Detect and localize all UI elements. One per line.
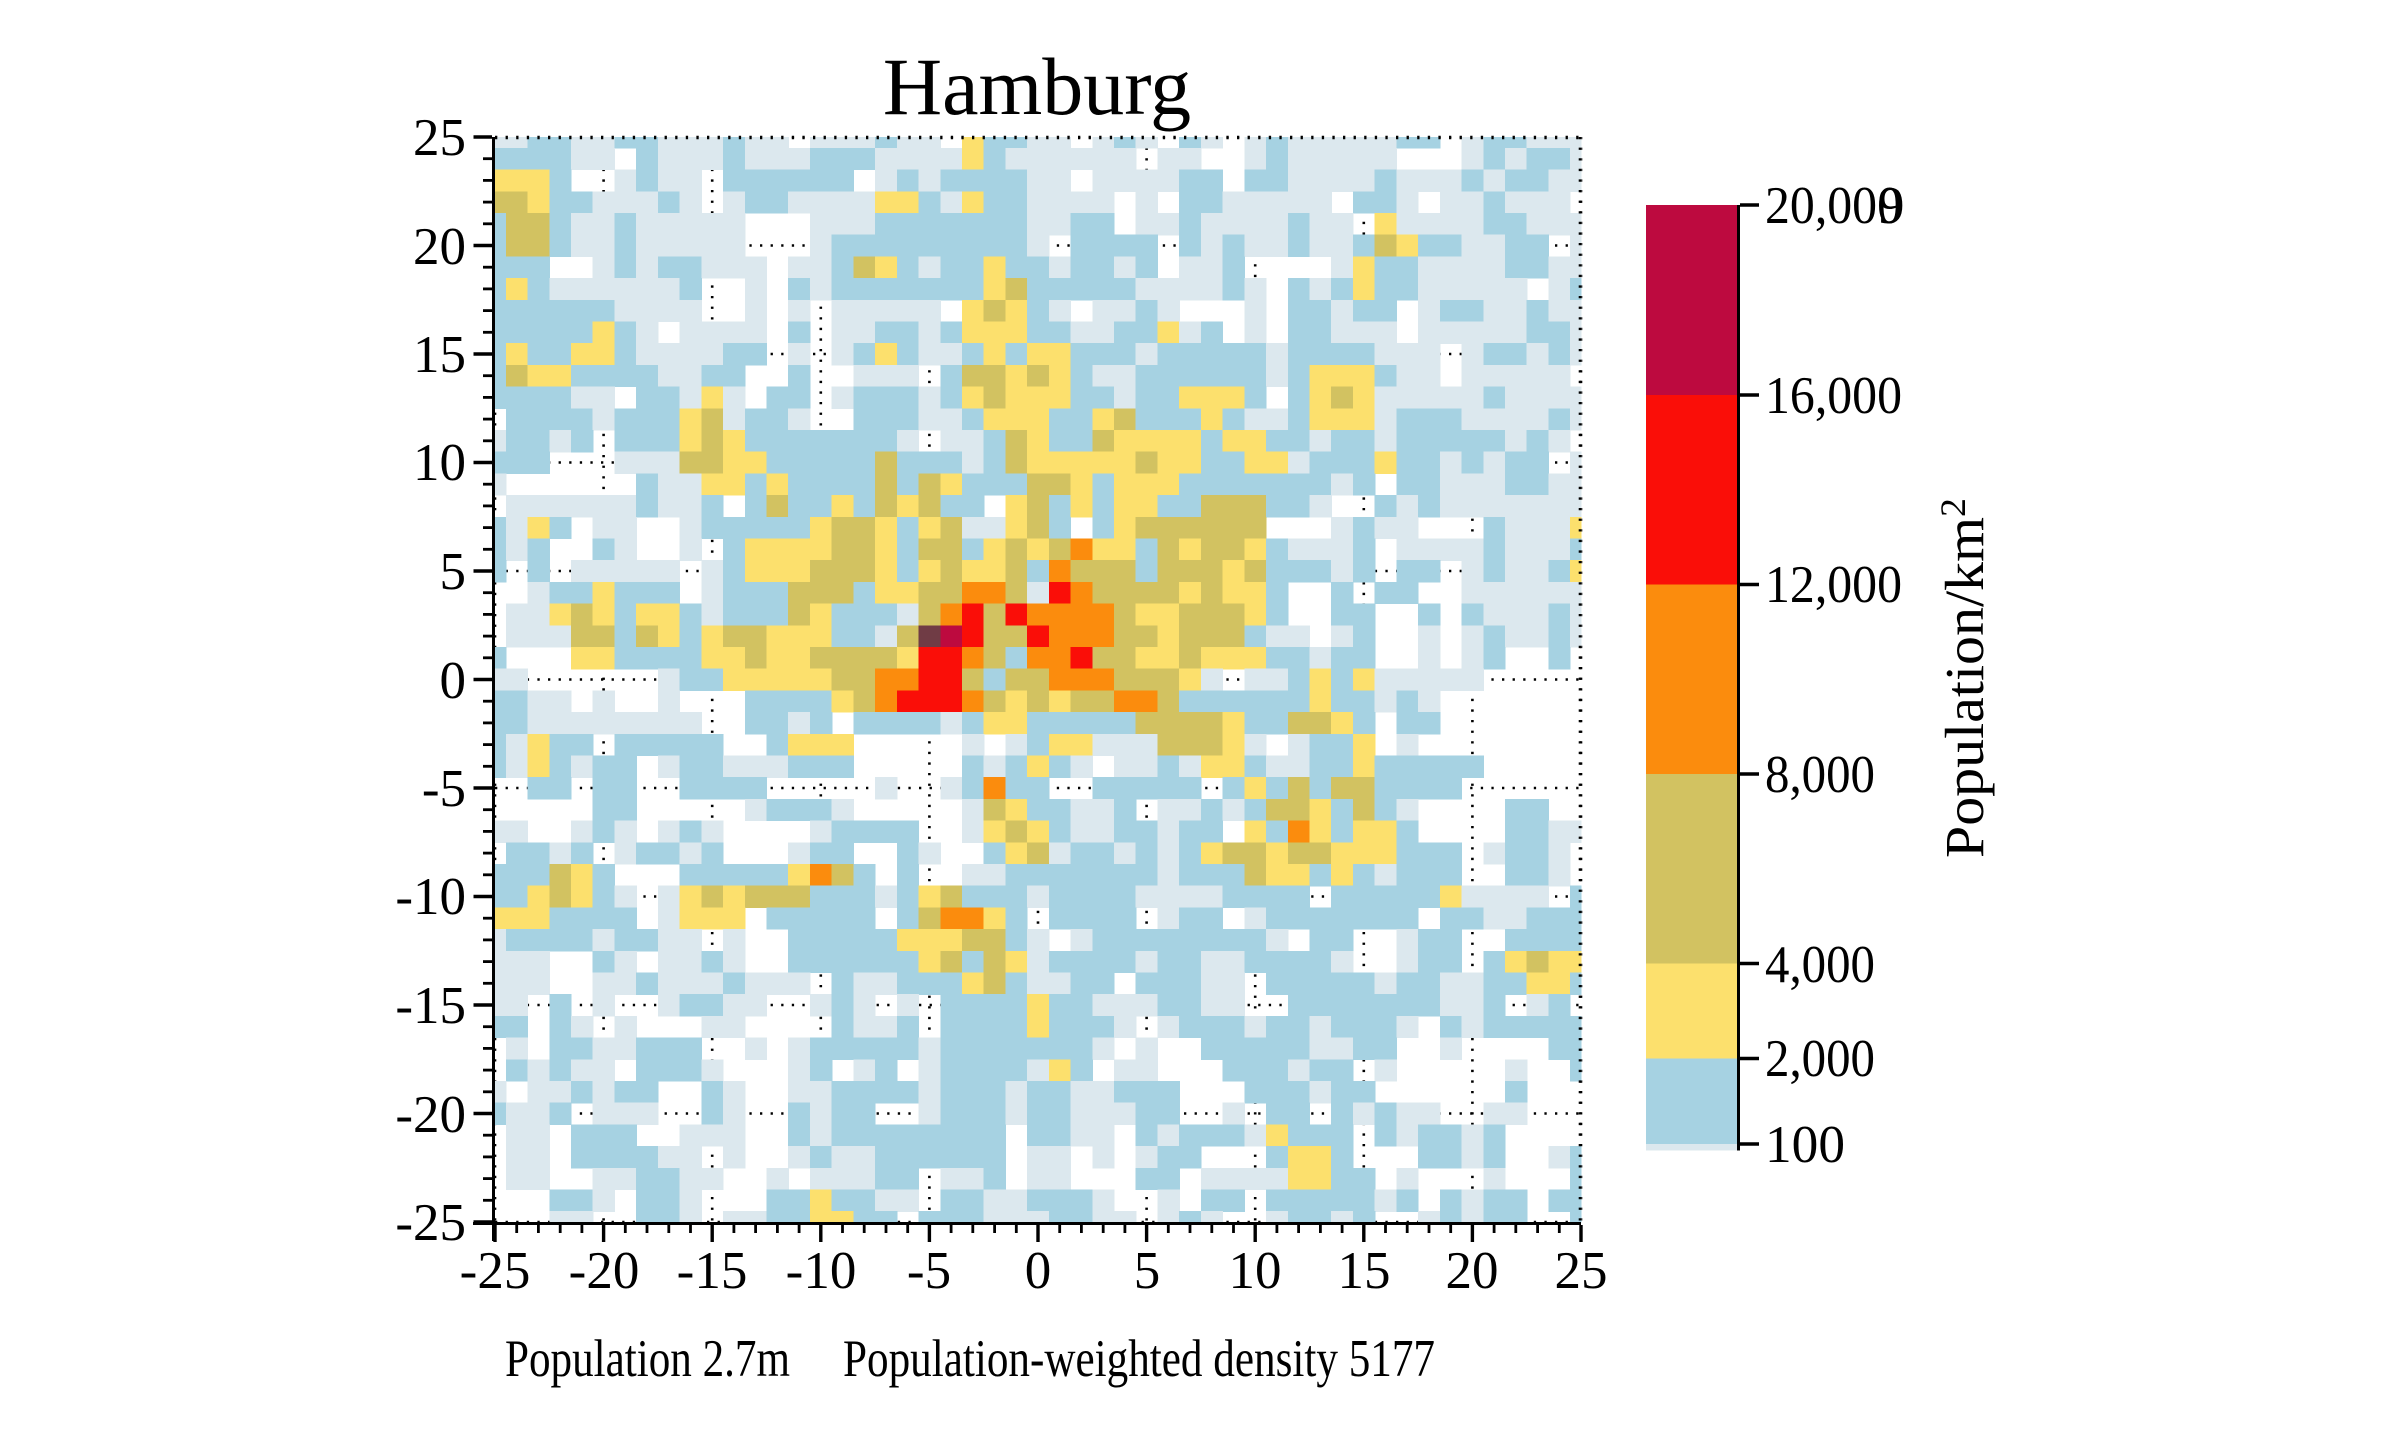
svg-text:0: 0 xyxy=(1025,1242,1052,1300)
svg-text:-20: -20 xyxy=(569,1242,640,1300)
svg-text:Hamburg: Hamburg xyxy=(883,41,1191,132)
svg-text:5: 5 xyxy=(440,543,467,601)
svg-text:-15: -15 xyxy=(677,1242,748,1300)
svg-text:8,000: 8,000 xyxy=(1765,746,1875,804)
svg-text:10: 10 xyxy=(1229,1242,1282,1300)
svg-text:-5: -5 xyxy=(422,760,466,818)
svg-text:-10: -10 xyxy=(786,1242,857,1300)
svg-text:5: 5 xyxy=(1134,1242,1161,1300)
svg-text:Population 2.7m: Population 2.7m xyxy=(505,1330,790,1388)
svg-text:-5: -5 xyxy=(907,1242,951,1300)
svg-text:-25: -25 xyxy=(395,1194,466,1252)
svg-text:100: 100 xyxy=(1765,1116,1845,1174)
svg-text:16,000: 16,000 xyxy=(1765,367,1902,425)
svg-text:20: 20 xyxy=(413,218,466,276)
svg-text:9: 9 xyxy=(1878,177,1905,235)
svg-text:2,000: 2,000 xyxy=(1765,1030,1875,1088)
svg-text:25: 25 xyxy=(1555,1242,1608,1300)
svg-text:Population/km2: Population/km2 xyxy=(1933,498,1995,858)
svg-text:Population-weighted density 51: Population-weighted density 5177 xyxy=(843,1330,1435,1388)
svg-text:25: 25 xyxy=(413,109,466,167)
svg-text:4,000: 4,000 xyxy=(1765,936,1875,994)
svg-text:20: 20 xyxy=(1446,1242,1499,1300)
svg-text:12,000: 12,000 xyxy=(1765,556,1902,614)
svg-text:15: 15 xyxy=(413,326,466,384)
svg-text:-25: -25 xyxy=(460,1242,531,1300)
svg-text:15: 15 xyxy=(1338,1242,1391,1300)
svg-text:-10: -10 xyxy=(395,868,466,926)
svg-text:10: 10 xyxy=(413,434,466,492)
svg-text:0: 0 xyxy=(440,652,467,710)
svg-text:-20: -20 xyxy=(395,1086,466,1144)
svg-text:-15: -15 xyxy=(395,977,466,1035)
svg-text:20,000: 20,000 xyxy=(1765,177,1902,235)
